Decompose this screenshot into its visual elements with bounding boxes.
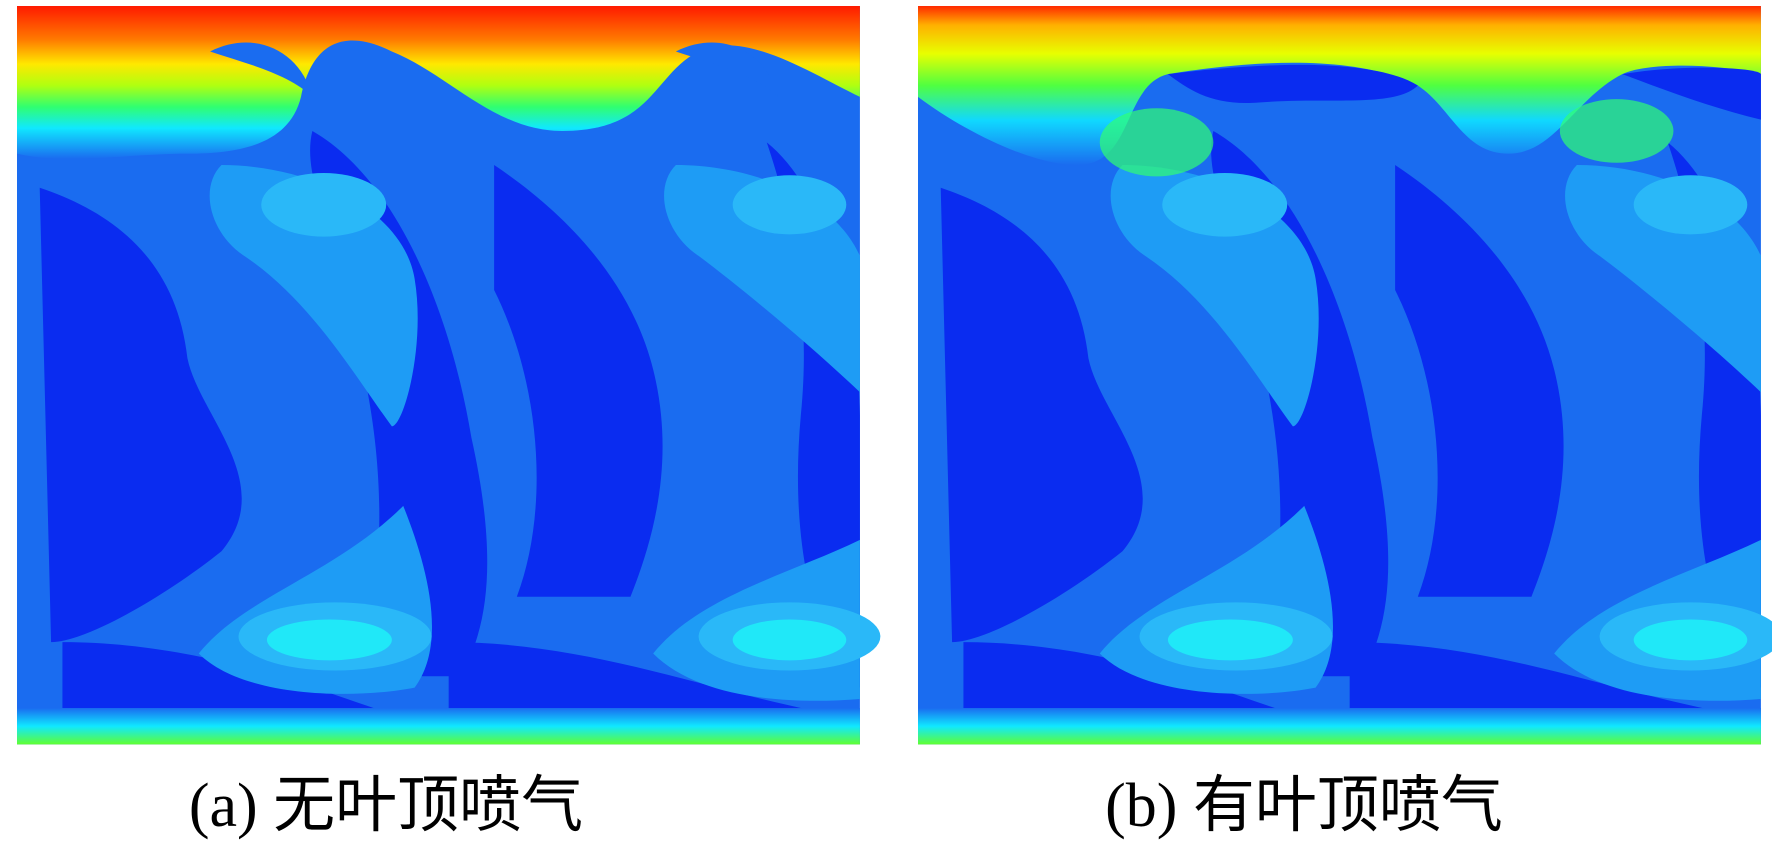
panel-caption: (b) 有叶顶喷气 [1105,772,1503,840]
contour-plot [918,6,1772,745]
panel-caption: (a) 无叶顶喷气 [189,772,583,840]
contour-plot [17,6,881,745]
